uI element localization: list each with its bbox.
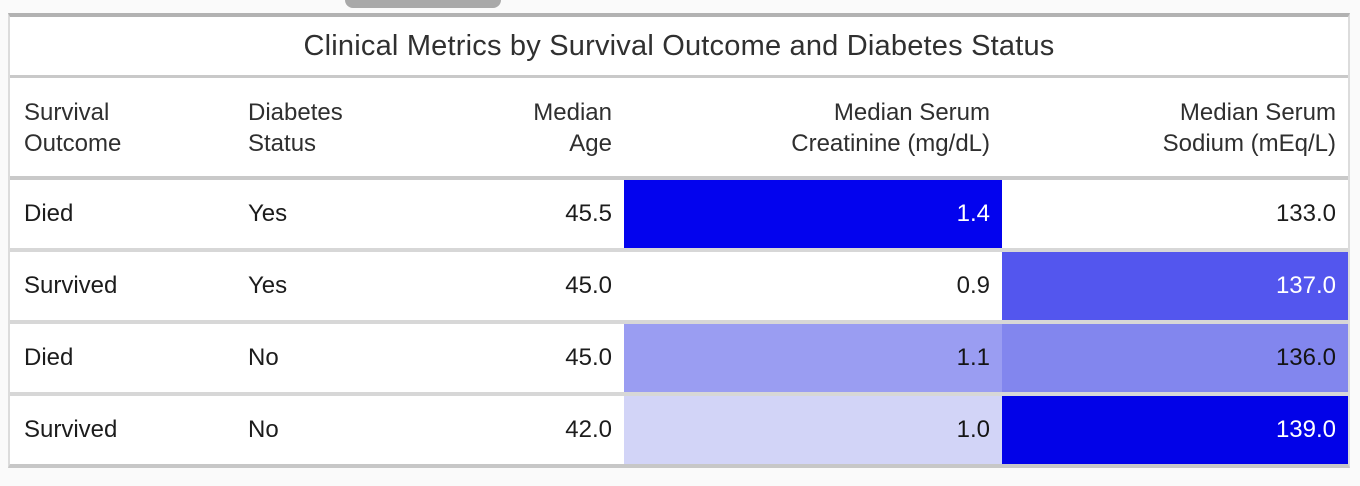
cell-survival-outcome: Survived (24, 272, 118, 299)
cell-median-age: 42.0 (565, 416, 612, 443)
column-header-median-age: Median Age (533, 99, 612, 157)
table-row: Survived No 42.0 1.0 139.0 (10, 392, 1348, 464)
table-row: Survived Yes 45.0 0.9 137.0 (10, 248, 1348, 320)
cell-diabetes-status: No (248, 344, 279, 371)
cell-median-sodium: 136.0 (1002, 324, 1348, 392)
cell-diabetes-status: Yes (248, 272, 288, 299)
cell-diabetes-status: No (248, 416, 279, 443)
cell-median-age: 45.0 (565, 344, 612, 371)
cell-median-age: 45.0 (565, 272, 612, 299)
cell-median-creatinine: 1.1 (624, 324, 1002, 392)
column-header-survival-outcome: Survival Outcome (24, 99, 122, 157)
cell-median-creatinine: 1.0 (624, 396, 1002, 464)
cell-survival-outcome: Died (24, 200, 74, 227)
cell-diabetes-status: Yes (248, 200, 288, 227)
table-title: Clinical Metrics by Survival Outcome and… (10, 17, 1348, 78)
cell-survival-outcome: Died (24, 344, 74, 371)
window-tab-remnant (345, 0, 501, 8)
table-row: Died Yes 45.5 1.4 133.0 (10, 180, 1348, 248)
cell-median-sodium: 137.0 (1002, 252, 1348, 320)
cell-median-sodium: 139.0 (1002, 396, 1348, 464)
column-header-median-serum-sodium: Median Serum Sodium (mEq/L) (1162, 99, 1336, 157)
clinical-metrics-table: Clinical Metrics by Survival Outcome and… (8, 13, 1350, 468)
column-header-median-serum-creatinine: Median Serum Creatinine (mg/dL) (791, 99, 990, 157)
cell-median-creatinine: 1.4 (624, 180, 1002, 248)
table-row: Died No 45.0 1.1 136.0 (10, 320, 1348, 392)
column-header-diabetes-status: Diabetes Status (248, 99, 343, 157)
cell-median-sodium: 133.0 (1002, 180, 1348, 248)
cell-survival-outcome: Survived (24, 416, 118, 443)
cell-median-creatinine: 0.9 (624, 252, 1002, 320)
cell-median-age: 45.5 (565, 200, 612, 227)
table-header-row: Survival Outcome Diabetes Status Median … (10, 78, 1348, 180)
